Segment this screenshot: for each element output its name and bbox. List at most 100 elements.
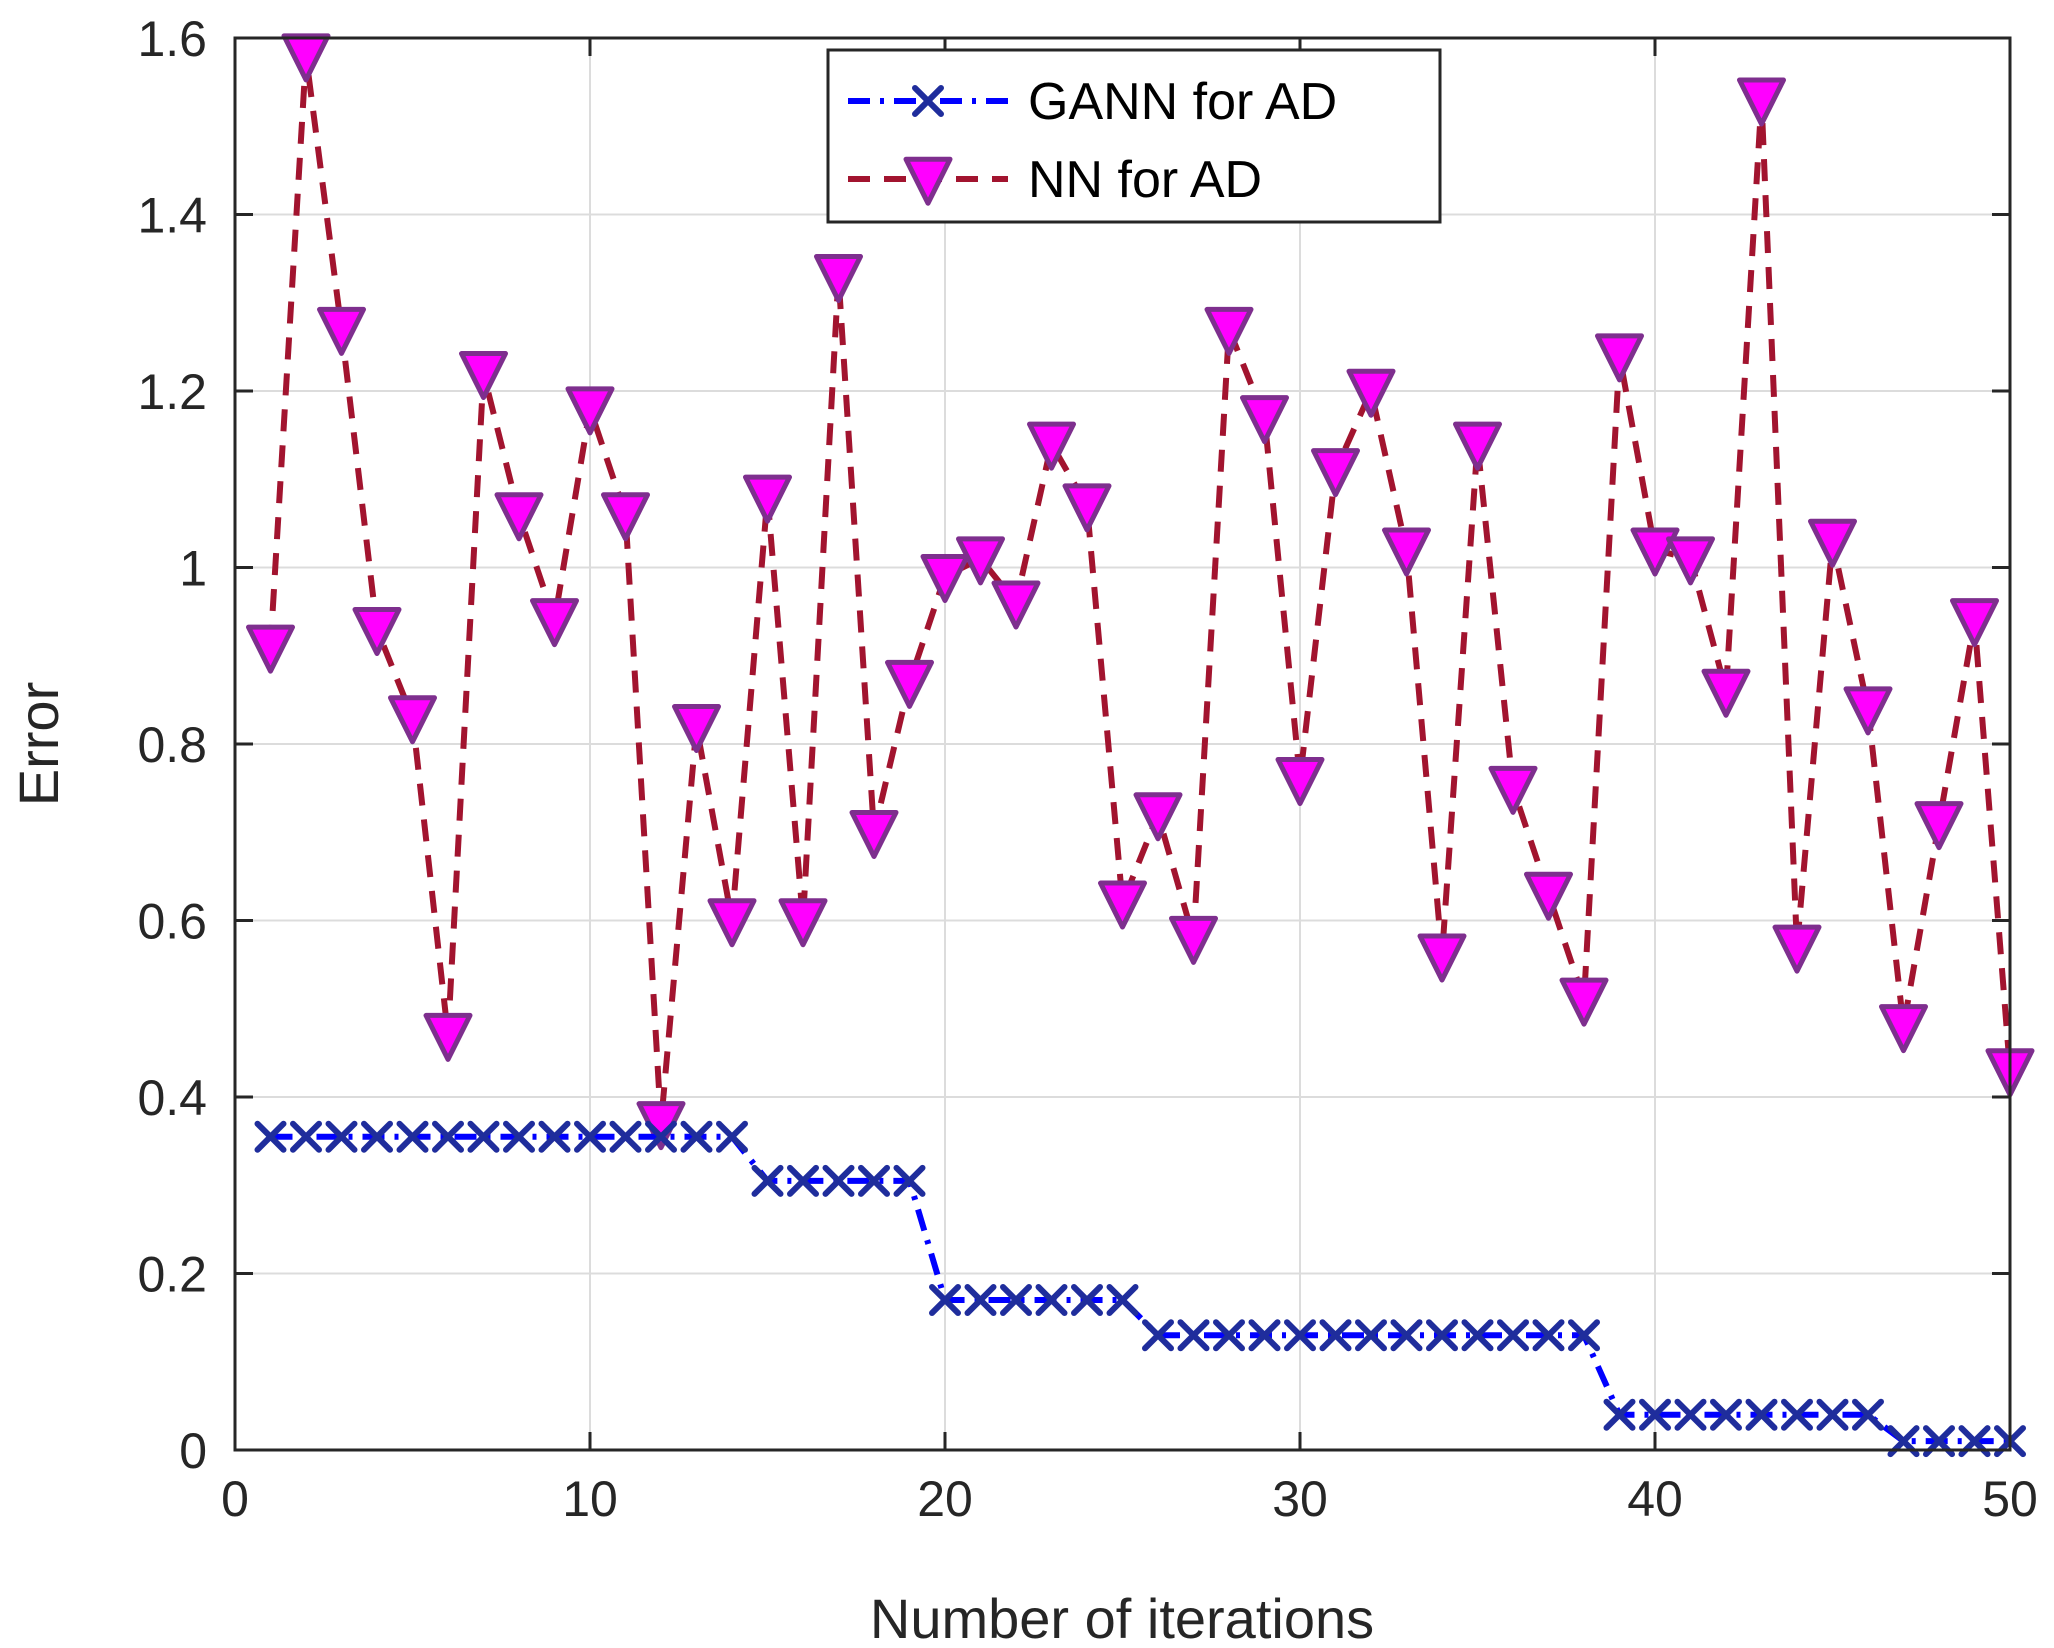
data-point-gann [1816,1398,1849,1431]
data-point-gann [1106,1283,1139,1316]
data-point-gann [1745,1398,1778,1431]
legend-marker-symbol [912,85,944,117]
data-point-gann [680,1120,713,1153]
data-point-gann [1710,1398,1742,1431]
data-point-nn [743,474,792,524]
data-point-gann [1248,1319,1281,1352]
legend-marker-gann [912,85,944,117]
data-point-nn [1098,880,1147,930]
data-point-nn [814,253,863,303]
data-point-gann [1355,1319,1387,1352]
data-point-gann [964,1283,997,1316]
data-point-nn [1843,686,1893,736]
data-point-gann [1497,1319,1529,1352]
y-tick-label: 1.2 [137,364,207,420]
data-point-nn [1524,871,1573,921]
data-point-nn [1453,421,1502,471]
data-point-gann [645,1120,677,1153]
legend-marker-nn [903,156,953,206]
data-point-nn [1275,757,1325,806]
y-tick-label: 1.6 [137,11,207,67]
x-axis-label: Number of iterations [870,1587,1374,1648]
data-point-gann [609,1120,642,1153]
legend: GANN for AD NN for AD [826,48,1442,224]
data-point-gann [1426,1319,1458,1352]
data-point-nn [778,898,828,948]
y-tick-label: 0 [179,1423,207,1479]
series-line-gann [270,1133,2010,1445]
data-point-gann [574,1120,606,1153]
data-point-nn [459,351,508,401]
data-point-nn [352,606,402,656]
data-point-gann [538,1120,571,1153]
data-point-gann [325,1120,358,1153]
data-point-nn [1879,1004,1928,1054]
data-point-gann [1000,1283,1032,1316]
data-point-gann [1568,1319,1600,1352]
data-point-nn [246,624,295,674]
data-point-nn [281,33,331,83]
y-tick-label: 0.6 [137,894,207,950]
data-point-nn [672,704,721,754]
data-point-nn [1808,518,1857,568]
data-point-nn [1169,915,1218,965]
data-point-gann [1639,1398,1671,1431]
data-point-gann [1852,1398,1884,1431]
data-point-nn [1311,448,1360,498]
y-tick-label: 1.4 [137,188,207,244]
data-point-nn [1559,977,1609,1027]
legend-label-gann: GANN for AD [1028,73,1337,131]
data-point-nn [388,695,437,745]
data-point-nn [1914,801,1964,851]
data-point-nn [1027,421,1076,471]
data-point-nn [601,492,650,542]
data-point-gann [751,1164,784,1197]
data-point-gann [929,1283,961,1316]
data-point-nn [423,1012,473,1062]
data-point-nn [1240,395,1289,445]
y-tick-label: 0.2 [137,1247,207,1303]
x-tick-label: 20 [917,1471,973,1527]
data-point-nn [1772,924,1822,974]
data-point-gann [893,1164,926,1197]
data-point-gann [1035,1283,1068,1316]
data-point-gann [1142,1319,1174,1352]
data-point-nn [991,580,1041,630]
data-point-nn [849,809,899,859]
data-point-gann [787,1164,819,1197]
data-point-gann [1071,1283,1103,1316]
x-tick-label: 0 [221,1471,249,1527]
tick-labels: 0 10 20 30 40 50 0 0.2 0.4 0.6 0.8 1 1.2 1.4 1.6 [137,11,2037,1527]
data-point-gann [1213,1319,1245,1352]
data-point-nn [1630,527,1680,577]
data-point-gann [716,1120,748,1153]
series-layer [246,33,2035,1458]
data-point-nn [1737,77,1786,127]
legend-label-nn: NN for AD [1028,151,1262,209]
data-point-gann [1284,1319,1316,1352]
data-point-nn [1417,933,1467,983]
x-tick-label: 30 [1272,1471,1328,1527]
data-point-nn [885,659,934,709]
y-axis-label: Error [7,682,70,806]
data-point-nn [1666,536,1715,586]
data-point-nn [494,492,544,542]
x-tick-label: 40 [1627,1471,1683,1527]
data-point-gann [432,1120,464,1153]
data-point-gann [858,1164,890,1197]
data-point-nn [920,554,970,604]
y-tick-label: 0.8 [137,717,207,773]
data-point-gann [1532,1319,1565,1352]
data-point-gann [1390,1319,1423,1352]
data-point-nn [1204,306,1254,356]
data-point-nn [1488,765,1538,815]
data-point-gann [290,1120,322,1153]
data-point-nn [1950,598,1999,648]
ticks [233,36,2012,1452]
data-point-nn [1595,333,1644,383]
data-point-nn [1346,368,1396,418]
data-point-nn [1062,483,1112,533]
data-point-gann [467,1120,500,1153]
data-point-gann [1781,1398,1813,1431]
